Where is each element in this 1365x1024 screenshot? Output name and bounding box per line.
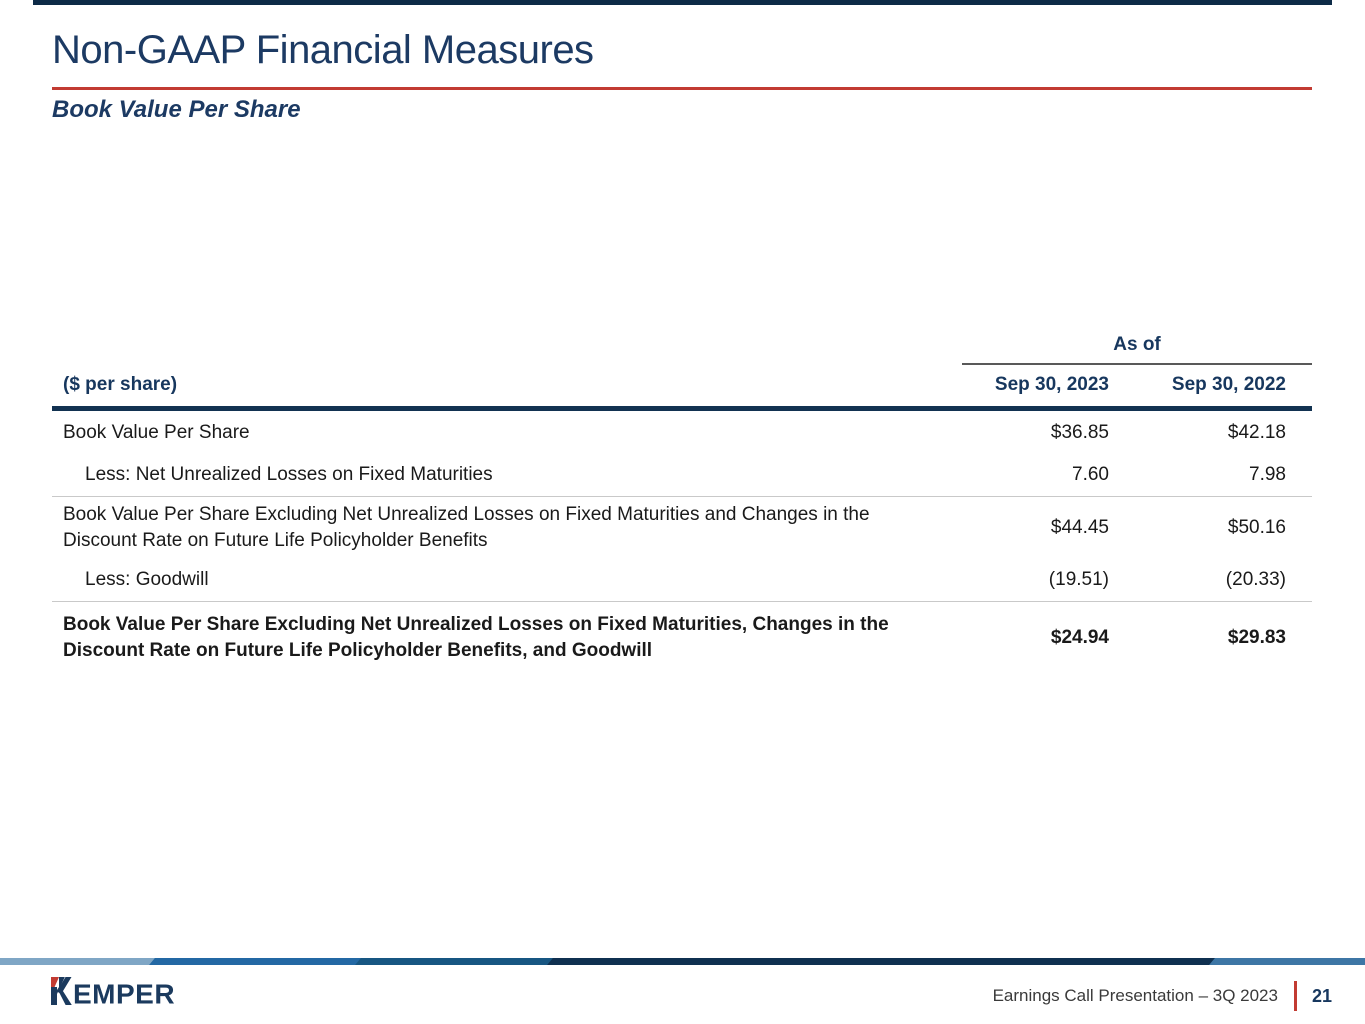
footer-caption: Earnings Call Presentation – 3Q 2023 [992,986,1278,1005]
kemper-logo-graphic: EMPER [51,977,175,1010]
column-header-2022: Sep 30, 2022 [1171,374,1286,395]
table-row: Less: Goodwill (19.51) (20.33) [52,559,1312,602]
column-group-header: As of [962,334,1312,365]
table-row: Book Value Per Share Excluding Net Unrea… [52,602,1312,674]
footer-red-divider [1293,981,1297,1011]
row-value: $42.18 [1227,421,1286,443]
footer-bar-segment [1209,958,1365,965]
page-subtitle: Book Value Per Share [52,96,301,123]
row-label: Book Value Per Share Excluding Net Unrea… [63,504,870,551]
page-number: 21 [1311,985,1332,1006]
row-value: $24.94 [1050,627,1109,648]
row-value: (20.33) [1225,569,1286,590]
logo-wordmark-text: EMPER [73,979,175,1008]
table-row: Less: Net Unrealized Losses on Fixed Mat… [52,454,1312,497]
row-label: Less: Net Unrealized Losses on Fixed Mat… [85,464,493,485]
top-accent-bar [33,0,1332,5]
page-title: Non-GAAP Financial Measures [52,28,594,72]
row-value: $36.85 [1050,421,1109,443]
row-value: $44.45 [1050,517,1109,538]
row-value: 7.98 [1249,464,1286,485]
table-header-row: ($ per share) Sep 30, 2023 Sep 30, 2022 [52,365,1312,411]
footer-right: Earnings Call Presentation – 3Q 2023 21 [993,979,1332,1013]
row-value: (19.51) [1048,569,1109,590]
row-value: $50.16 [1227,517,1286,538]
row-label: Less: Goodwill [85,569,209,590]
footer-bar-segment [0,958,165,965]
row-value: 7.60 [1072,464,1109,485]
kemper-logo: EMPER [50,977,210,1012]
title-underline [52,87,1312,90]
row-label: Book Value Per Share Excluding Net Unrea… [63,614,889,661]
footer-bar-segment [355,958,553,965]
table-row: Book Value Per Share $36.85 $42.18 [52,411,1312,454]
as-of-label: As of [1113,334,1161,355]
logo-k-red-accent [51,977,59,987]
footer-bar-segment [149,958,367,965]
footer-gradient-bar [0,958,1365,965]
book-value-table: As of ($ per share) Sep 30, 2023 Sep 30,… [52,334,1312,674]
column-header-2023: Sep 30, 2023 [994,374,1109,395]
table-row: Book Value Per Share Excluding Net Unrea… [52,497,1312,559]
row-label-header: ($ per share) [63,374,178,395]
row-label: Book Value Per Share [63,421,250,443]
row-value: $29.83 [1227,627,1286,648]
table-body: Book Value Per Share $36.85 $42.18 Less:… [52,411,1312,674]
